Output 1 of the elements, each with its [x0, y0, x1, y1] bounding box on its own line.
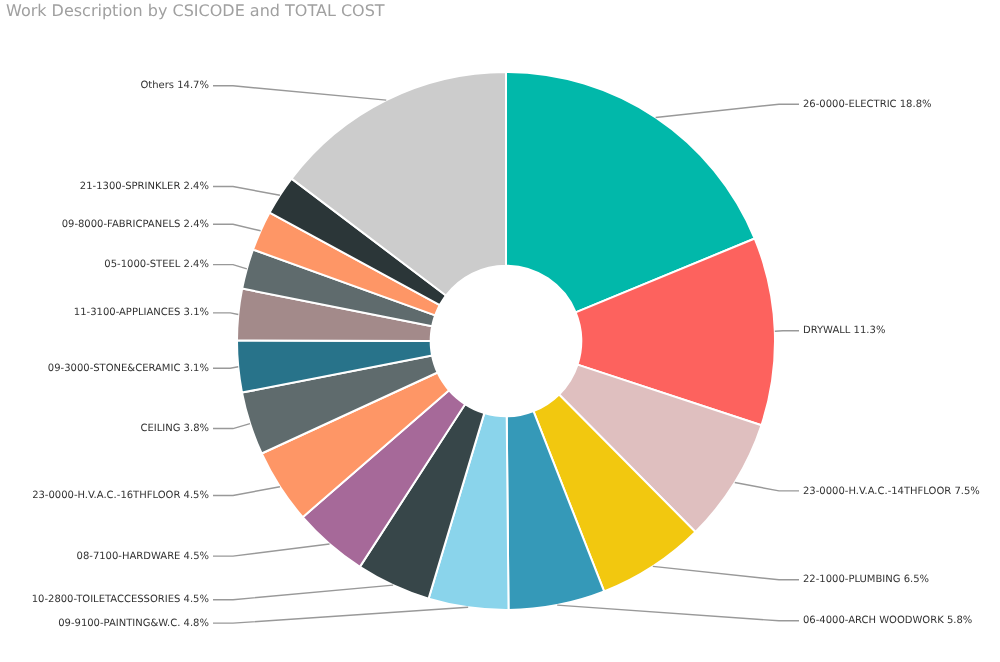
chart-title: Work Description by CSICODE and TOTAL COST [6, 2, 385, 20]
